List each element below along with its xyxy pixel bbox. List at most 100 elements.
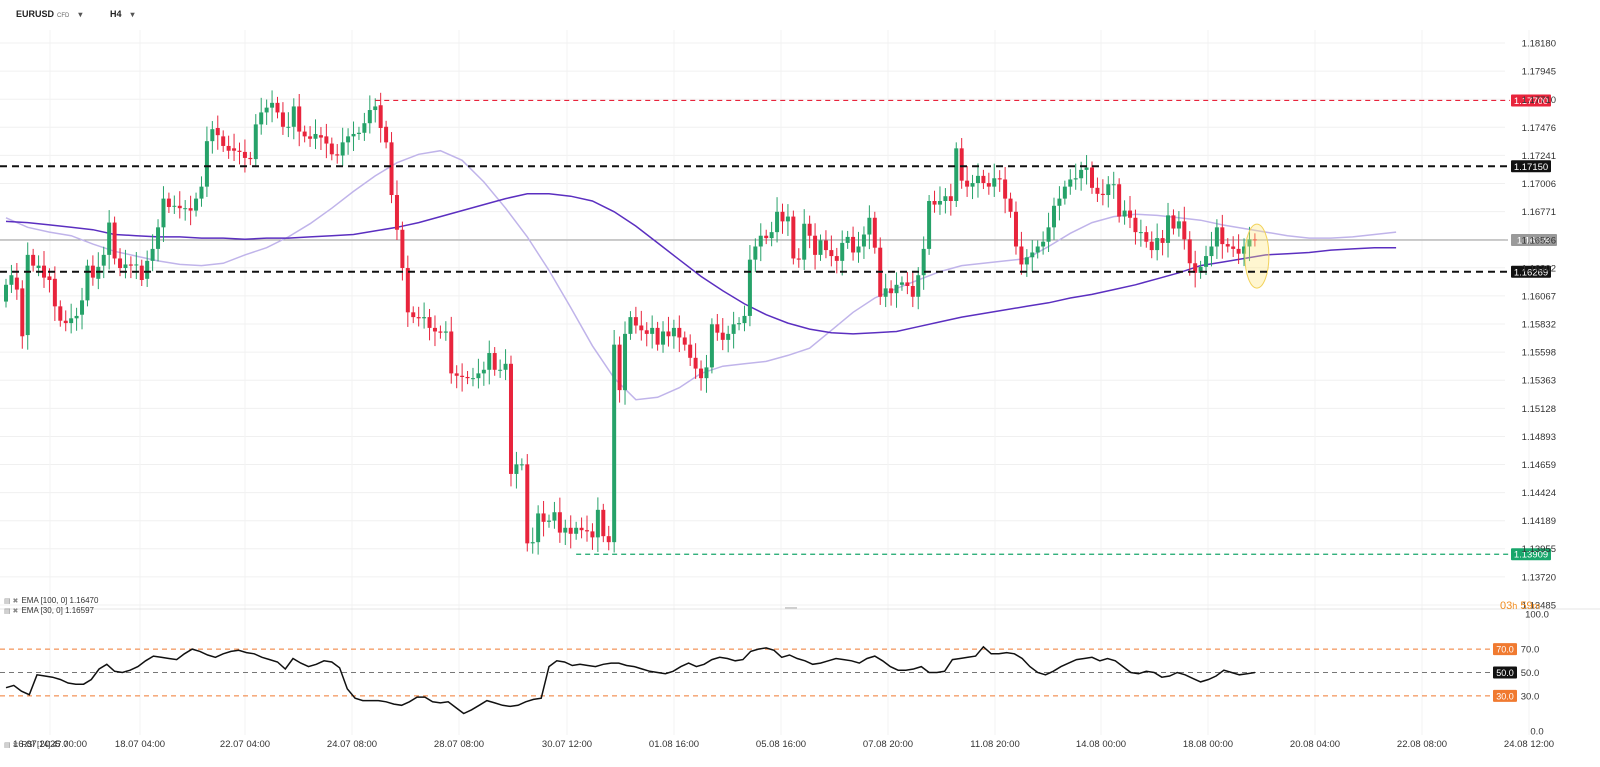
settings-close-icon[interactable]: ▤ ✖ [4,742,19,749]
bull-candle [340,127,345,166]
legend-rsi[interactable]: ▤ ✖ RSI [14] 47.7 [4,740,68,749]
ema100-params: [100, 0] [40,596,68,605]
timeframe-selector[interactable]: H4 ▾ [110,9,135,19]
bull-candle [650,315,655,349]
candle-body [813,235,818,255]
candle-body [1106,184,1111,196]
bull-candle [356,126,361,140]
candle-body [389,142,394,196]
candle-body [1013,211,1018,247]
level-badge-support [1511,265,1551,278]
candle-body [1084,167,1089,170]
bear-candle [237,142,242,165]
candle-body [753,246,758,260]
legend-ema30[interactable]: ▤ ✖ EMA [30, 0] 1.16597 [4,606,98,616]
bull-candle [36,255,41,277]
price-tick-label: 1.14893 [1522,432,1556,443]
candle-body [31,254,36,266]
candle-body [682,337,687,345]
candle-body [1252,239,1257,241]
candle-body [1225,244,1230,247]
candle-body [644,330,649,334]
bear-candle [655,321,660,351]
bear-candle [1182,206,1187,250]
bull-candle [845,230,850,249]
bull-candle [194,192,199,217]
candle-body [612,344,617,543]
level-badge-resistance [1511,160,1551,173]
symbol-label: EURUSD [16,9,55,19]
time-tick-label: 01.08 16:00 [649,739,699,750]
candle-body [547,520,551,522]
bull-candle [134,251,139,280]
price-tick-label: 1.17006 [1522,179,1556,190]
candle-body [927,201,932,249]
bull-candle [270,90,275,123]
bull-candle [259,97,264,135]
settings-close-icon[interactable]: ▤ ✖ [4,598,19,605]
bear-candle [324,123,329,159]
price-tick-label: 1.16067 [1522,291,1556,302]
candle-body [20,288,25,337]
bull-candle [802,209,807,270]
candle-body [894,284,899,294]
bull-candle [927,195,932,255]
level-label-resistance-high: 1.17700 [1514,96,1548,107]
candle-body [905,282,910,286]
bear-candle [128,256,133,279]
bear-candle [449,316,454,384]
bear-candle [427,308,432,341]
bull-candle [80,287,85,330]
symbol-selector[interactable]: EURUSD CFD ▾ [16,9,82,19]
candle-body [96,266,101,279]
time-tick-label: 18.08 00:00 [1183,739,1233,750]
bull-candle [563,519,568,546]
bull-candle [1062,180,1067,205]
legend-ema100[interactable]: ▤ ✖ EMA [100, 0] 1.16470 [4,596,98,606]
candle-body [1122,210,1127,217]
settings-close-icon[interactable]: ▤ ✖ [4,608,19,615]
bull-candle [4,278,8,308]
candle-body [948,196,953,202]
candle-body [427,317,432,328]
candle-body [742,315,747,324]
candle-body [1149,241,1154,251]
candle-body [834,256,839,261]
candle-body [916,275,921,297]
candle-body [69,318,74,324]
bear-candle [460,363,465,392]
candle-body [921,248,926,276]
timer-h-unit: h [1512,601,1518,611]
candle-body [4,284,8,302]
bull-candle [970,174,975,200]
candle-body [313,133,318,139]
rsi-params: [14] [37,740,51,749]
bear-candle [1003,167,1008,214]
candle-body [465,376,470,379]
bull-candle [199,176,204,207]
ema100-line [5,193,1397,335]
candle-body [1041,241,1046,247]
price-tick-label: 1.13720 [1522,572,1556,583]
time-tick-label: 05.08 16:00 [756,739,806,750]
candle-body [139,265,144,281]
candle-body [476,373,481,379]
bull-candle [156,219,161,262]
time-tick-label: 30.07 12:00 [542,739,592,750]
candle-body [595,509,600,538]
candle-body [758,235,763,247]
price-tick-label: 1.14189 [1522,516,1556,527]
candle-body [172,205,177,207]
current-price-label: 1.16534 [1517,236,1551,247]
candle-body [623,333,628,391]
candle-body [737,323,742,325]
candle-body [318,135,323,138]
bear-candle [557,497,562,543]
candle-body [90,265,95,278]
candle-body [373,106,378,111]
bull-candle [183,200,188,221]
candle-body [557,512,562,533]
bull-candle [894,272,899,308]
candle-body [818,240,823,255]
